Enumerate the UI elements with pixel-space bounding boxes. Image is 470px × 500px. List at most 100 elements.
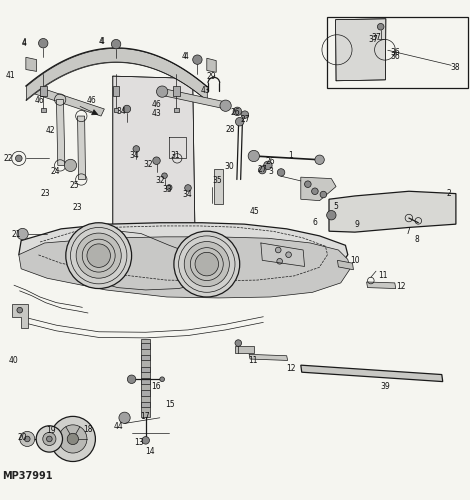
Text: 45: 45 xyxy=(250,207,259,216)
Circle shape xyxy=(235,118,244,126)
Polygon shape xyxy=(367,282,396,288)
Polygon shape xyxy=(19,222,348,284)
Circle shape xyxy=(17,228,28,239)
Text: 34: 34 xyxy=(129,152,139,160)
Circle shape xyxy=(233,107,242,116)
Circle shape xyxy=(258,166,266,174)
Circle shape xyxy=(16,155,22,162)
Text: 37: 37 xyxy=(369,35,378,44)
Circle shape xyxy=(111,40,121,49)
Circle shape xyxy=(119,412,130,424)
Text: 4: 4 xyxy=(182,52,187,61)
Circle shape xyxy=(153,157,160,164)
Text: 23: 23 xyxy=(72,203,82,212)
Text: 26: 26 xyxy=(230,108,240,118)
Polygon shape xyxy=(56,100,65,166)
Text: 18: 18 xyxy=(84,425,93,434)
Text: 41: 41 xyxy=(6,70,15,80)
Bar xyxy=(113,86,119,96)
Circle shape xyxy=(157,86,168,97)
Text: 4: 4 xyxy=(22,38,27,48)
Text: 46: 46 xyxy=(152,100,161,109)
Polygon shape xyxy=(113,76,195,236)
Bar xyxy=(141,366,150,372)
Text: 3: 3 xyxy=(268,166,273,175)
Circle shape xyxy=(162,173,167,178)
Circle shape xyxy=(123,105,131,113)
Text: 25: 25 xyxy=(70,180,79,190)
Text: 32: 32 xyxy=(155,176,164,185)
Circle shape xyxy=(47,436,52,442)
Bar xyxy=(141,402,150,407)
Polygon shape xyxy=(207,58,216,72)
Polygon shape xyxy=(336,19,386,81)
Bar xyxy=(40,86,47,96)
Text: 22: 22 xyxy=(4,154,13,163)
Circle shape xyxy=(160,377,164,382)
Text: 38: 38 xyxy=(450,63,460,72)
Text: 36: 36 xyxy=(390,48,400,57)
Bar xyxy=(174,108,179,112)
Text: 33: 33 xyxy=(162,186,172,194)
Text: 46: 46 xyxy=(35,96,45,105)
Circle shape xyxy=(248,150,259,162)
Circle shape xyxy=(67,434,78,444)
Bar xyxy=(214,168,223,204)
Text: 43: 43 xyxy=(201,86,211,94)
Polygon shape xyxy=(249,354,288,360)
Circle shape xyxy=(193,55,202,64)
Text: 16: 16 xyxy=(151,382,161,391)
Polygon shape xyxy=(301,365,443,382)
Circle shape xyxy=(195,252,219,276)
Circle shape xyxy=(76,233,121,278)
Circle shape xyxy=(127,375,136,384)
Circle shape xyxy=(264,161,272,170)
Text: 42: 42 xyxy=(46,126,55,134)
Polygon shape xyxy=(12,304,28,328)
Text: MP37991: MP37991 xyxy=(2,471,53,481)
Bar xyxy=(41,108,46,112)
Circle shape xyxy=(184,242,229,286)
Text: 19: 19 xyxy=(46,426,55,436)
Circle shape xyxy=(275,247,281,253)
Text: 35: 35 xyxy=(212,176,222,185)
Text: 10: 10 xyxy=(350,256,360,265)
Circle shape xyxy=(20,432,35,446)
Circle shape xyxy=(312,188,318,194)
Circle shape xyxy=(377,24,384,30)
Text: 34: 34 xyxy=(182,190,192,199)
Text: 29: 29 xyxy=(207,72,216,80)
Text: 44: 44 xyxy=(114,422,123,431)
Circle shape xyxy=(174,231,240,297)
Circle shape xyxy=(24,436,30,442)
Text: 46: 46 xyxy=(87,96,96,105)
Circle shape xyxy=(220,100,231,112)
Text: 37: 37 xyxy=(371,33,381,42)
Circle shape xyxy=(66,222,132,288)
Circle shape xyxy=(64,160,77,172)
Text: 14: 14 xyxy=(146,446,155,456)
Text: 9: 9 xyxy=(355,220,360,228)
Circle shape xyxy=(142,436,149,444)
Circle shape xyxy=(277,168,285,176)
Circle shape xyxy=(305,181,311,188)
Circle shape xyxy=(43,432,56,446)
Bar xyxy=(173,86,180,96)
Text: 21: 21 xyxy=(12,230,21,239)
Text: 36: 36 xyxy=(390,52,400,61)
Circle shape xyxy=(17,308,23,313)
Text: 8: 8 xyxy=(415,235,420,244)
Text: 24: 24 xyxy=(51,166,60,175)
Bar xyxy=(141,355,150,360)
Polygon shape xyxy=(78,116,86,180)
Polygon shape xyxy=(26,58,37,71)
Bar xyxy=(141,390,150,396)
Circle shape xyxy=(185,184,191,191)
Polygon shape xyxy=(235,346,254,354)
Bar xyxy=(141,343,150,348)
Text: 4: 4 xyxy=(99,37,103,46)
Circle shape xyxy=(327,210,336,220)
Polygon shape xyxy=(337,260,353,270)
Text: 5: 5 xyxy=(334,202,338,211)
Circle shape xyxy=(133,146,140,152)
